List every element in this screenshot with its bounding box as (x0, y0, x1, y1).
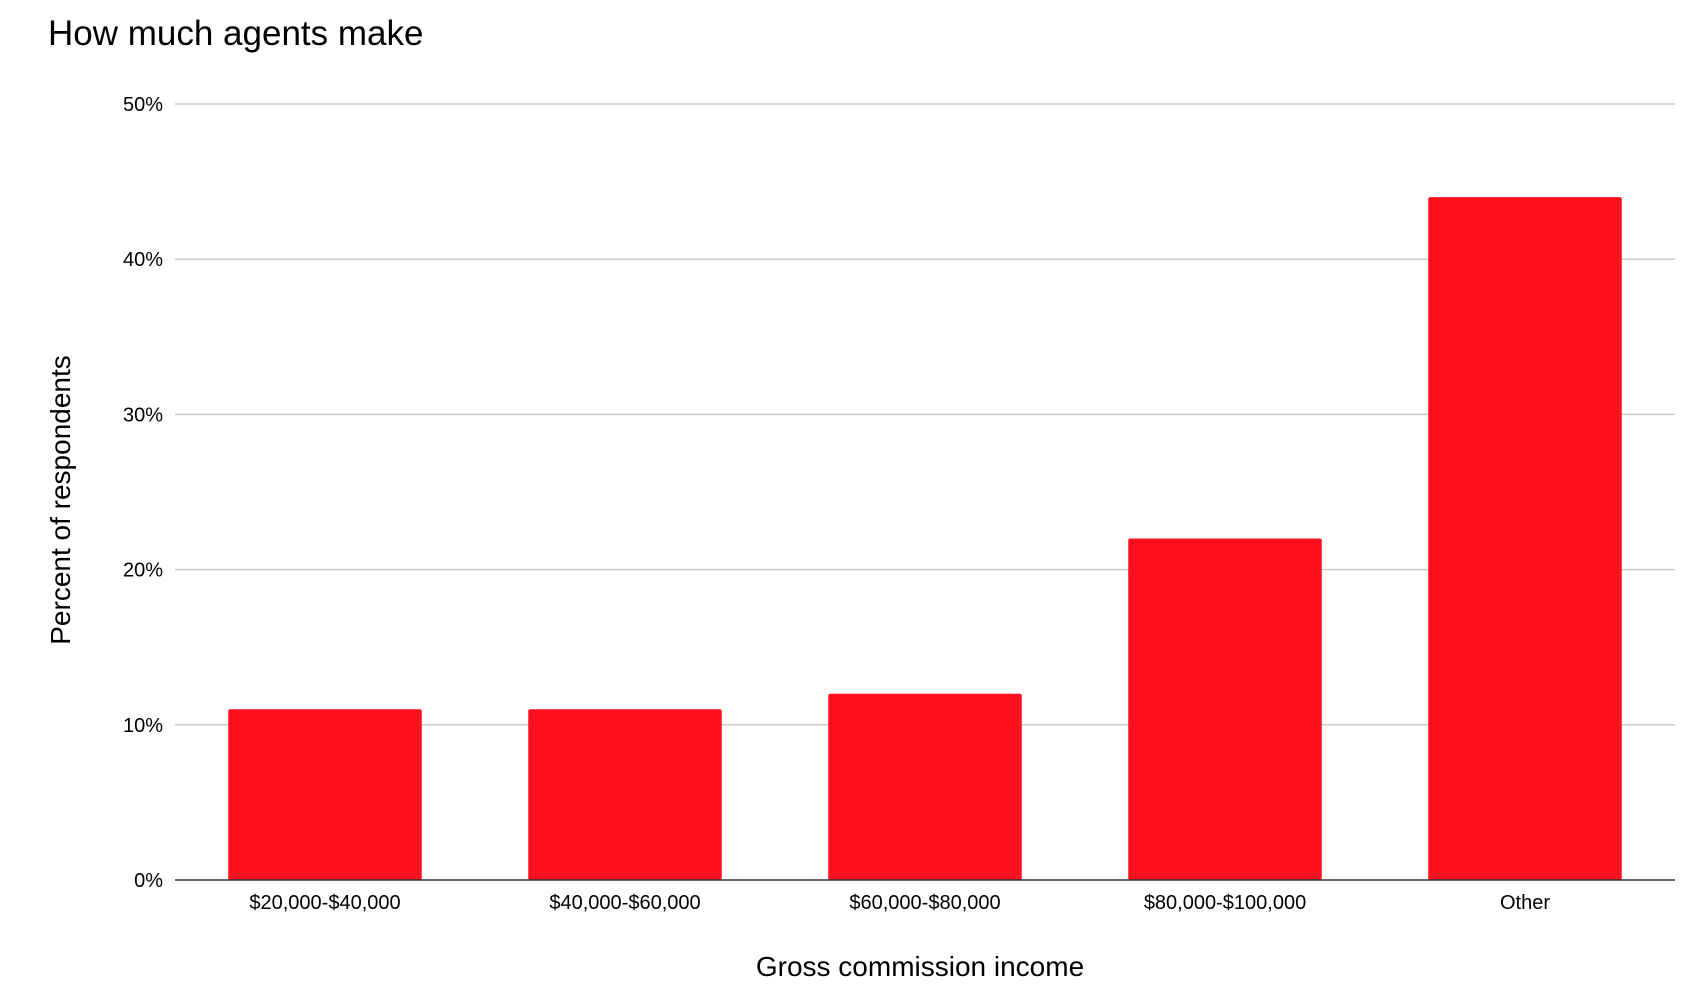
y-tick-label: 50% (123, 94, 163, 116)
y-axis-tick-labels: 0% 10% 20% 30% 40% 50% (123, 94, 163, 892)
y-tick-label: 0% (134, 870, 163, 892)
x-axis-label: Gross commission income (756, 951, 1084, 982)
y-tick-label: 10% (123, 715, 163, 737)
y-tick-label: 20% (123, 560, 163, 582)
x-tick-label: $20,000-$40,000 (249, 892, 400, 914)
bar (828, 693, 1022, 880)
bar (228, 709, 422, 880)
bar (1128, 538, 1322, 880)
bars (228, 197, 1622, 880)
x-tick-label: $80,000-$100,000 (1144, 892, 1306, 914)
x-tick-label: $40,000-$60,000 (549, 892, 700, 914)
x-axis-tick-labels: $20,000-$40,000 $40,000-$60,000 $60,000-$8… (249, 892, 1550, 914)
x-tick-label: Other (1500, 892, 1550, 914)
x-tick-label: $60,000-$80,000 (849, 892, 1000, 914)
y-tick-label: 30% (123, 404, 163, 426)
y-tick-label: 40% (123, 249, 163, 271)
gridlines (175, 103, 1675, 726)
bar (1428, 197, 1622, 880)
y-axis-label: Percent of respondents (45, 355, 76, 645)
chart-title: How much agents make (48, 14, 424, 53)
bar (528, 709, 722, 880)
